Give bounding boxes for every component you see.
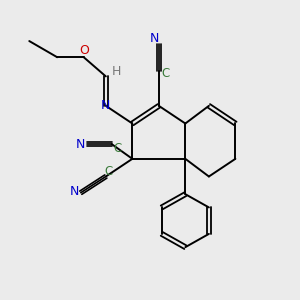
Text: N: N: [150, 32, 159, 45]
Text: C: C: [105, 165, 113, 178]
Text: N: N: [100, 99, 110, 112]
Text: C: C: [161, 67, 170, 80]
Text: O: O: [79, 44, 89, 57]
Text: H: H: [112, 65, 121, 79]
Text: N: N: [70, 185, 80, 198]
Text: C: C: [113, 142, 122, 155]
Text: N: N: [76, 138, 86, 151]
